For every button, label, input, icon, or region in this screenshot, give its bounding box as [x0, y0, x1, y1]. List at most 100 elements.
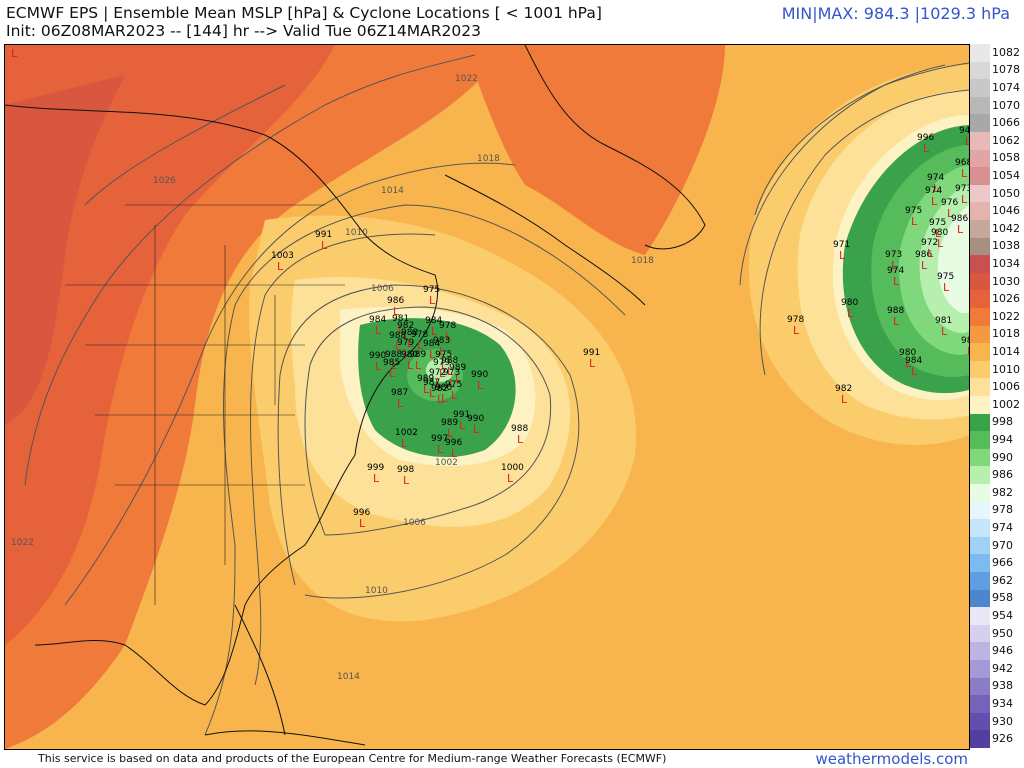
cyclone-pressure-label: 989 — [449, 363, 466, 373]
cyclone-pressure-label: 973 — [443, 368, 460, 378]
colorbar-swatch — [970, 413, 990, 432]
isobar-label: 1014 — [381, 186, 404, 196]
pressure-colorbar: 1082 1078 1074 1070 1066 1062 1058 1054 1050 1046… — [970, 44, 1020, 749]
cyclone-low-icon: L — [947, 207, 954, 220]
brand-link[interactable]: weathermodels.com — [815, 750, 968, 768]
isobar-label: 1014 — [337, 672, 360, 682]
colorbar-label: 978 — [992, 503, 1013, 517]
colorbar-swatch — [970, 325, 990, 344]
colorbar-swatch — [970, 730, 990, 749]
cyclone-low-icon: L — [391, 359, 398, 372]
cyclone-low-icon: L — [961, 167, 968, 180]
cyclone-low-icon: L — [847, 307, 854, 320]
cyclone-low-icon: L — [927, 247, 934, 260]
colorbar-swatch — [970, 79, 990, 98]
cyclone-low-icon: L — [401, 437, 408, 450]
colorbar-label: 1014 — [992, 345, 1020, 358]
isobar-label: 1002 — [435, 458, 458, 468]
colorbar-swatch — [970, 308, 990, 327]
state-borders — [65, 204, 345, 605]
cyclone-pressure-label: 978 — [787, 315, 804, 325]
colorbar-swatch — [970, 501, 990, 520]
cyclone-low-icon: L — [931, 195, 938, 208]
cyclone-pressure-label: 989 — [441, 418, 458, 428]
cyclone-pressure-label: 984 — [423, 339, 440, 349]
colorbar-label: 1070 — [992, 98, 1020, 112]
colorbar-swatch — [970, 96, 990, 115]
cyclone-pressure-label: 991 — [315, 230, 332, 240]
cyclone-pressure-label: 987 — [423, 378, 440, 388]
colorbar-label: 1018 — [992, 327, 1020, 341]
colorbar-swatch — [970, 220, 990, 239]
cyclone-pressure-label: 996 — [353, 508, 370, 518]
cyclone-pressure-label: 983 — [433, 336, 450, 346]
colorbar-label: 1074 — [992, 81, 1020, 94]
cyclone-low-icon: L — [447, 365, 454, 378]
colorbar-swatch — [970, 589, 990, 608]
cyclone-pressure-label: 984 — [425, 316, 442, 326]
cyclone-low-icon: L — [441, 392, 448, 405]
cyclone-pressure-label: 988 — [389, 331, 406, 341]
cyclone-low-icon: L — [439, 367, 446, 380]
colorbar-swatch — [970, 167, 990, 186]
isobar-label: 1006 — [371, 284, 394, 294]
colorbar-swatch — [970, 624, 990, 643]
cyclone-low-icon: L — [445, 330, 452, 343]
cyclone-low-icon: L — [589, 357, 596, 370]
pressure-map[interactable]: 1026 1022 1018 1014 1010 1006 1002 1022 … — [4, 44, 970, 750]
isobar-label: 1006 — [403, 518, 426, 528]
cyclone-low-icon: L — [375, 360, 382, 373]
cyclone-low-icon: L — [389, 367, 396, 380]
colorbar-label: 1010 — [992, 362, 1020, 376]
cyclone-pressure-label: 991 — [5, 45, 22, 48]
colorbar-swatch — [970, 466, 990, 485]
cyclone-low-icon: L — [11, 47, 18, 60]
cyclone-pressure-label: 980 — [841, 298, 858, 308]
cyclone-pressure-label: 988 — [441, 356, 458, 366]
cyclone-pressure-label: 982 — [835, 384, 852, 394]
colorbar-swatch — [970, 237, 990, 256]
colorbar-label: 1062 — [992, 133, 1020, 147]
cyclone-pressure-label: 981 — [935, 316, 952, 326]
isobar-label: 1010 — [345, 228, 368, 238]
cyclone-low-icon: L — [437, 393, 444, 406]
colorbar-label: 1034 — [992, 257, 1020, 270]
colorbar-label: 942 — [992, 661, 1013, 675]
colorbar-swatch — [970, 695, 990, 714]
colorbar-swatch — [970, 484, 990, 503]
cyclone-low-icon: L — [459, 419, 466, 432]
colorbar-swatch — [970, 572, 990, 591]
colorbar-swatch — [970, 272, 990, 291]
colorbar-label: 958 — [992, 591, 1013, 605]
cyclone-low-icon: L — [961, 193, 968, 206]
cyclone-low-icon: L — [398, 323, 405, 336]
colorbar-label: 982 — [992, 485, 1013, 499]
colorbar-swatch — [970, 378, 990, 397]
cyclone-pressure-label: 973 — [955, 184, 969, 194]
colorbar-label: 966 — [992, 556, 1013, 570]
isobar-label: 1022 — [11, 538, 34, 548]
cyclone-low-icon: L — [957, 223, 964, 236]
cyclone-low-icon: L — [435, 377, 442, 390]
cyclone-low-icon: L — [403, 347, 410, 360]
cyclone-pressure-label: 985 — [961, 336, 969, 346]
cyclone-low-icon: L — [911, 215, 918, 228]
min-max-readout: MIN|MAX: 984.3 |1029.3 hPa — [781, 4, 1010, 23]
cyclone-low-icon: L — [397, 397, 404, 410]
cyclone-pressure-label: 988 — [401, 328, 418, 338]
cyclone-low-icon: L — [423, 383, 430, 396]
cyclone-pressure-label: 988 — [887, 306, 904, 316]
cyclone-low-icon: L — [965, 135, 969, 148]
colorbar-swatch — [970, 660, 990, 679]
cyclone-pressure-label: 999 — [367, 463, 384, 473]
field-1030 — [5, 75, 125, 425]
cyclone-pressure-label: 986 — [915, 250, 932, 260]
cyclone-pressure-label: 975 — [937, 272, 954, 282]
colorbar-label: 962 — [992, 573, 1013, 587]
cyclone-pressure-label: 972 — [921, 238, 938, 248]
cyclone-low-icon: L — [943, 281, 950, 294]
cyclone-pressure-label: 974 — [925, 186, 942, 196]
colorbar-label: 934 — [992, 697, 1013, 710]
cyclone-pressure-label: 975 — [445, 380, 462, 390]
field-982-east — [937, 205, 969, 313]
